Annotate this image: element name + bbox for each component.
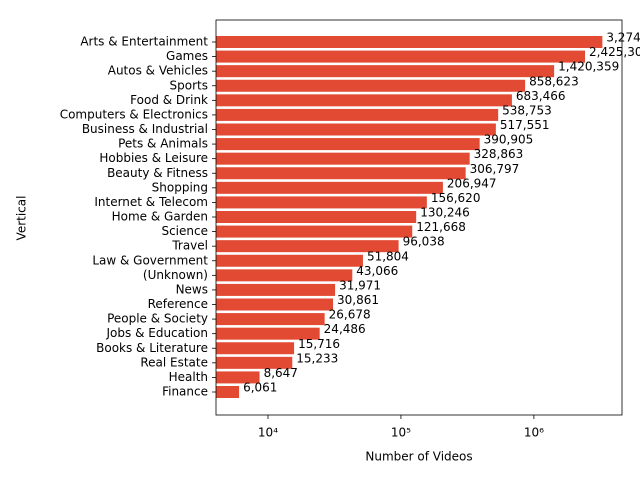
bar bbox=[216, 123, 496, 136]
value-label: 206,947 bbox=[447, 176, 497, 190]
bar bbox=[216, 181, 443, 194]
y-tick-label: Law & Government bbox=[92, 253, 208, 267]
bar bbox=[216, 225, 413, 238]
y-tick-label: Hobbies & Leisure bbox=[99, 151, 208, 165]
value-label: 3,274,000 bbox=[606, 31, 640, 45]
y-tick-label: Books & Literature bbox=[96, 341, 208, 355]
value-label: 2,425,300 bbox=[589, 45, 640, 59]
plot-frame bbox=[215, 19, 623, 416]
y-tick-label: Jobs & Education bbox=[106, 326, 208, 340]
bar bbox=[216, 152, 470, 165]
x-tick-label: 10⁵ bbox=[391, 426, 411, 440]
value-label: 328,863 bbox=[474, 147, 524, 161]
y-tick-label: Real Estate bbox=[140, 355, 208, 369]
value-label: 390,905 bbox=[484, 133, 534, 147]
y-tick-label: Reference bbox=[148, 297, 208, 311]
bar bbox=[216, 298, 334, 311]
y-tick-label: Business & Industrial bbox=[82, 122, 208, 136]
value-label: 43,066 bbox=[356, 264, 398, 278]
bar bbox=[216, 196, 427, 209]
y-tick-label: Shopping bbox=[152, 180, 208, 194]
y-tick-label: Travel bbox=[171, 239, 208, 253]
y-tick-label: Food & Drink bbox=[130, 93, 208, 107]
value-label: 6,061 bbox=[243, 381, 277, 395]
x-tick-label: 10⁶ bbox=[524, 426, 544, 440]
bar bbox=[216, 211, 417, 223]
y-tick-label: Autos & Vehicles bbox=[108, 64, 208, 78]
value-label: 121,668 bbox=[416, 220, 466, 234]
y-tick-label: Internet & Telecom bbox=[94, 195, 208, 209]
bar bbox=[216, 313, 325, 326]
value-label: 15,233 bbox=[296, 351, 338, 365]
value-label: 26,678 bbox=[329, 308, 371, 322]
y-tick-label: Pets & Animals bbox=[118, 137, 208, 151]
bar bbox=[216, 138, 480, 151]
bar bbox=[216, 50, 586, 63]
value-label: 24,486 bbox=[324, 322, 366, 336]
value-label: 306,797 bbox=[470, 162, 520, 176]
y-tick-label: Finance bbox=[162, 385, 208, 399]
value-label: 15,716 bbox=[298, 337, 340, 351]
y-tick-label: People & Society bbox=[107, 312, 208, 326]
bar bbox=[216, 327, 320, 340]
y-tick-label: Home & Garden bbox=[112, 210, 208, 224]
value-label: 30,861 bbox=[337, 293, 379, 307]
value-label: 517,551 bbox=[500, 118, 550, 132]
bar bbox=[216, 269, 353, 282]
bar bbox=[216, 79, 526, 92]
bar bbox=[216, 167, 466, 180]
y-tick-label: News bbox=[176, 282, 208, 296]
bar bbox=[216, 283, 336, 296]
bar bbox=[216, 254, 363, 267]
bar bbox=[216, 371, 260, 384]
bar bbox=[216, 65, 555, 78]
bar bbox=[216, 94, 512, 107]
value-label: 51,804 bbox=[367, 249, 409, 263]
x-axis-label: Number of Videos bbox=[365, 450, 472, 464]
value-label: 538,753 bbox=[502, 103, 552, 117]
value-label: 858,623 bbox=[529, 74, 579, 88]
bar bbox=[216, 342, 295, 355]
bar bbox=[216, 240, 399, 253]
bar bbox=[216, 36, 603, 48]
value-label: 31,971 bbox=[339, 278, 381, 292]
bar bbox=[216, 386, 240, 398]
value-label: 1,420,359 bbox=[558, 60, 619, 74]
value-label: 8,647 bbox=[264, 366, 298, 380]
value-label: 96,038 bbox=[403, 235, 445, 249]
y-tick-label: Science bbox=[161, 224, 208, 238]
value-label: 683,466 bbox=[516, 89, 566, 103]
y-tick-label: (Unknown) bbox=[143, 268, 208, 282]
x-tick-label: 10⁴ bbox=[258, 426, 278, 440]
y-tick-label: Health bbox=[169, 370, 208, 384]
bar bbox=[216, 356, 293, 369]
y-tick-label: Games bbox=[166, 49, 208, 63]
bar bbox=[216, 108, 499, 121]
y-tick-label: Computers & Electronics bbox=[60, 107, 208, 121]
y-tick-label: Beauty & Fitness bbox=[107, 166, 208, 180]
value-label: 130,246 bbox=[420, 206, 470, 220]
y-axis-label: Vertical bbox=[15, 196, 29, 241]
y-tick-label: Arts & Entertainment bbox=[80, 35, 208, 49]
value-label: 156,620 bbox=[431, 191, 481, 205]
y-tick-label: Sports bbox=[170, 78, 208, 92]
